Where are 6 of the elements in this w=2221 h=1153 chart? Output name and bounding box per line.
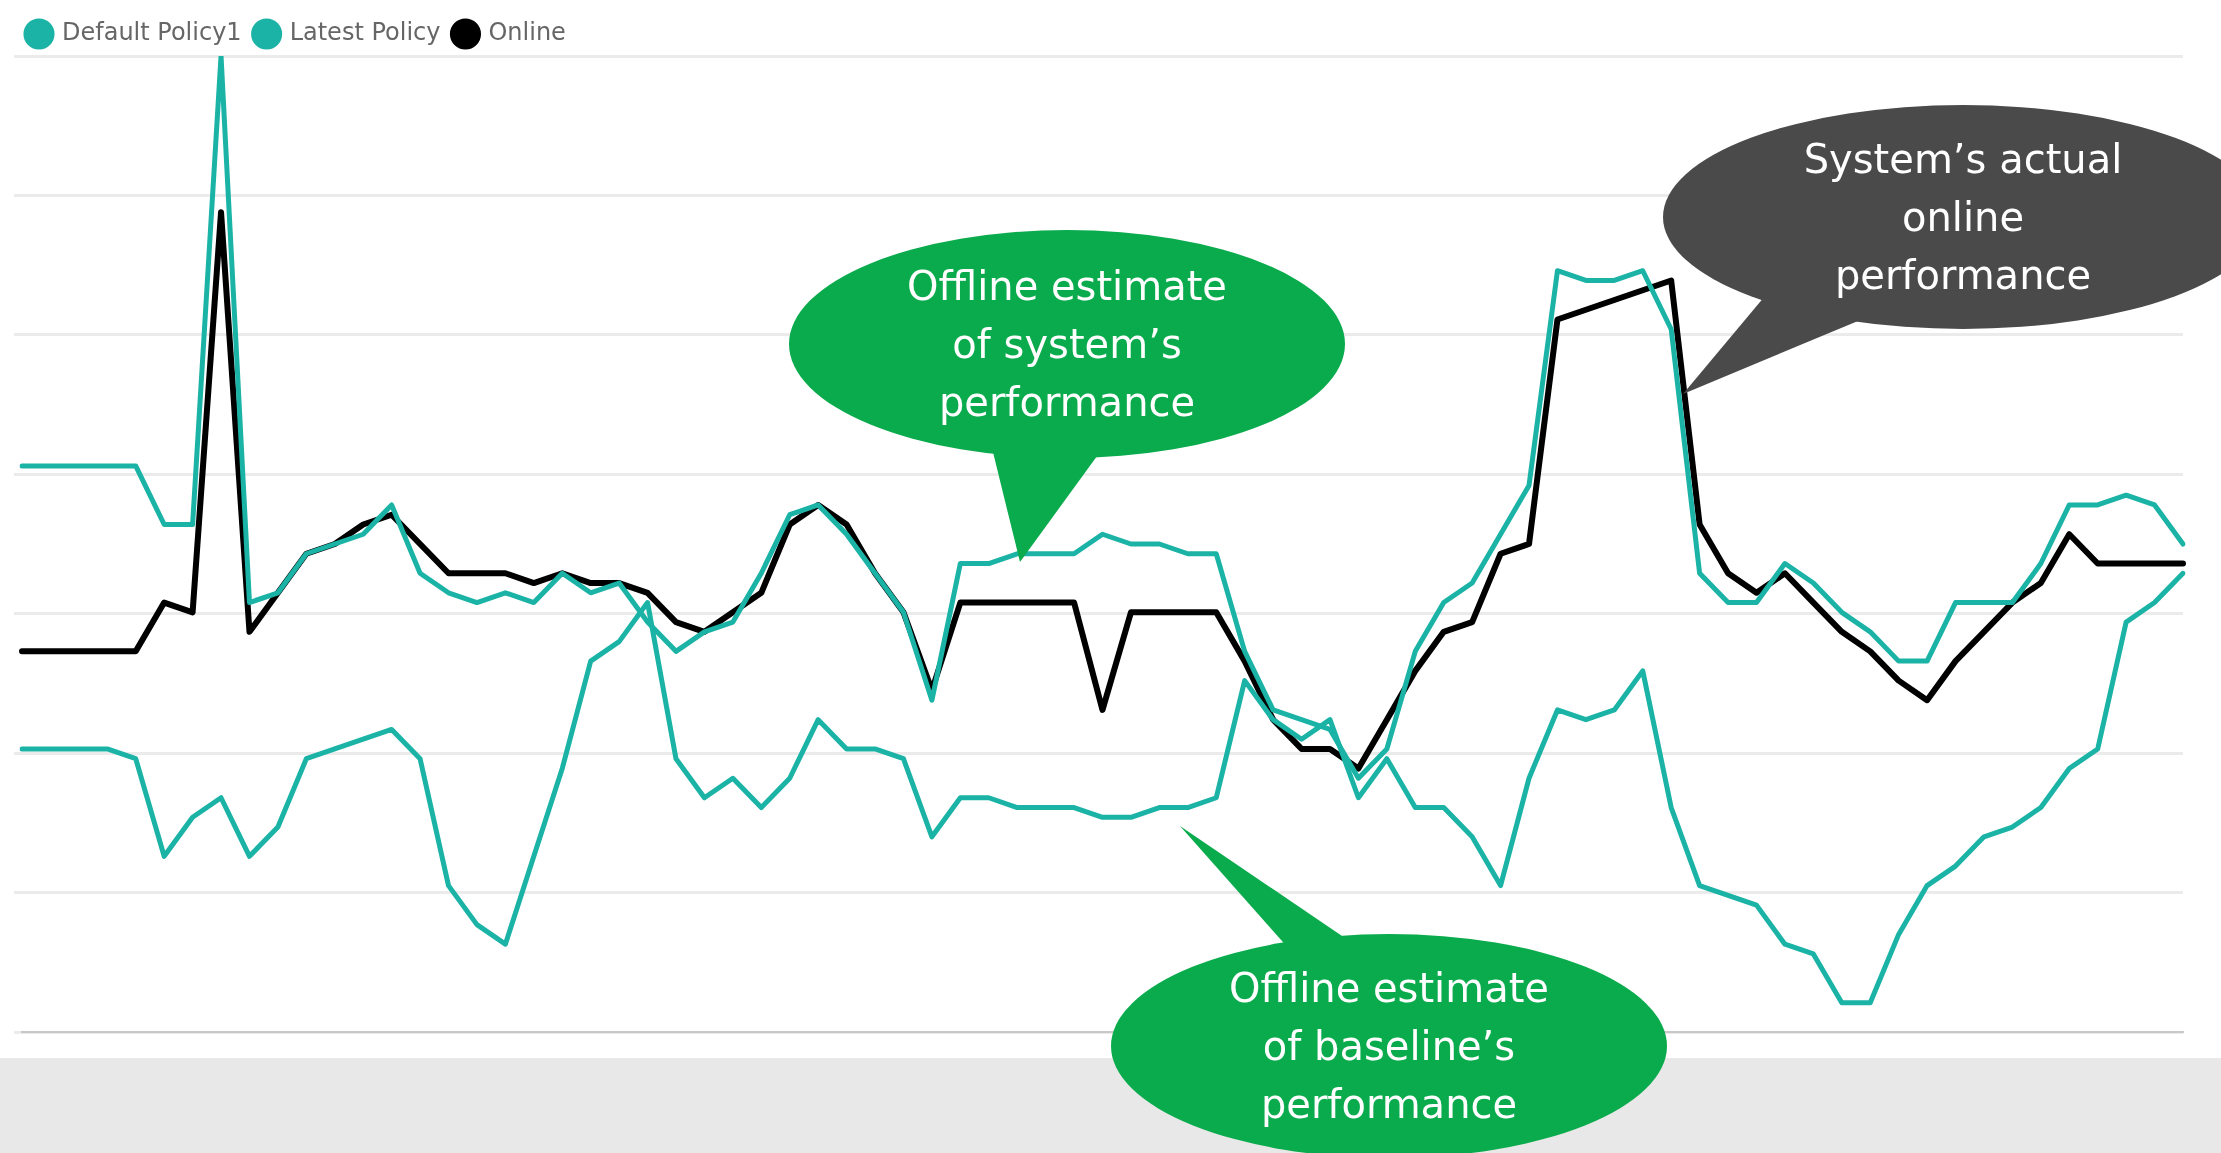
annotation: System’s actual online performance <box>1802 135 2124 300</box>
annotation: Offline estimate of system’s performance <box>906 262 1228 427</box>
legend-label: Online <box>488 18 566 47</box>
annotation: Offline estimate of baseline’s performance <box>1228 964 1550 1129</box>
legend-label: Default Policy1 <box>62 18 242 47</box>
legend-label: Latest Policy <box>289 18 441 47</box>
